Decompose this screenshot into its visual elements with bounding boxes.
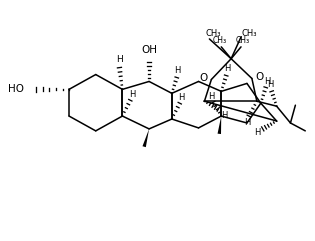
Text: H: H bbox=[267, 80, 274, 89]
Text: O: O bbox=[256, 72, 264, 81]
Text: CH₃: CH₃ bbox=[206, 28, 221, 38]
Text: H: H bbox=[116, 55, 123, 64]
Text: HO: HO bbox=[8, 84, 24, 94]
Text: H: H bbox=[224, 64, 230, 73]
Text: H: H bbox=[129, 90, 135, 99]
Text: H: H bbox=[254, 128, 260, 137]
Text: H: H bbox=[265, 77, 271, 86]
Polygon shape bbox=[218, 116, 221, 134]
Text: H: H bbox=[208, 92, 215, 101]
Text: CH₃: CH₃ bbox=[241, 28, 257, 38]
Text: CH₃: CH₃ bbox=[236, 36, 250, 45]
Text: OH: OH bbox=[141, 45, 157, 55]
Text: O: O bbox=[199, 73, 207, 82]
Text: CH₃: CH₃ bbox=[212, 36, 226, 45]
Text: H: H bbox=[221, 111, 227, 120]
Text: H: H bbox=[179, 93, 185, 102]
Text: H: H bbox=[244, 119, 250, 127]
Polygon shape bbox=[142, 129, 149, 147]
Text: H: H bbox=[175, 66, 181, 75]
